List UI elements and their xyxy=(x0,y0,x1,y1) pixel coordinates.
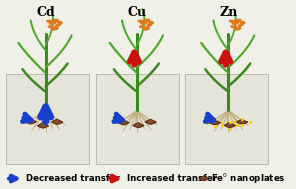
Polygon shape xyxy=(199,176,209,180)
Polygon shape xyxy=(224,123,235,128)
Polygon shape xyxy=(38,123,49,128)
Ellipse shape xyxy=(141,22,147,24)
Ellipse shape xyxy=(235,28,241,30)
Ellipse shape xyxy=(144,28,149,30)
Bar xyxy=(6,74,89,164)
Ellipse shape xyxy=(52,19,58,21)
Polygon shape xyxy=(25,119,36,124)
Ellipse shape xyxy=(52,28,58,30)
Ellipse shape xyxy=(138,20,144,22)
Ellipse shape xyxy=(48,26,54,28)
Ellipse shape xyxy=(239,21,245,23)
Text: Fe$^0$ nanoplates: Fe$^0$ nanoplates xyxy=(211,171,285,186)
Ellipse shape xyxy=(230,20,236,22)
Ellipse shape xyxy=(235,19,241,21)
Polygon shape xyxy=(209,120,220,125)
Polygon shape xyxy=(145,119,156,124)
Polygon shape xyxy=(52,119,63,124)
Ellipse shape xyxy=(144,19,149,21)
Ellipse shape xyxy=(140,26,145,28)
Text: Increased transfer: Increased transfer xyxy=(127,174,217,183)
Ellipse shape xyxy=(232,22,238,24)
Ellipse shape xyxy=(47,20,53,22)
Text: Cd: Cd xyxy=(36,6,55,19)
Text: Cu: Cu xyxy=(128,6,147,19)
Ellipse shape xyxy=(49,22,55,24)
Text: Decreased transfer: Decreased transfer xyxy=(26,174,120,183)
Polygon shape xyxy=(237,119,247,124)
Polygon shape xyxy=(118,120,129,125)
Ellipse shape xyxy=(147,24,152,26)
Bar xyxy=(185,74,268,164)
Ellipse shape xyxy=(57,21,62,23)
Bar xyxy=(96,74,179,164)
Ellipse shape xyxy=(55,24,61,26)
Ellipse shape xyxy=(231,26,237,28)
Ellipse shape xyxy=(148,21,154,23)
Polygon shape xyxy=(133,123,144,128)
Ellipse shape xyxy=(238,24,243,26)
Text: Zn: Zn xyxy=(219,6,238,19)
